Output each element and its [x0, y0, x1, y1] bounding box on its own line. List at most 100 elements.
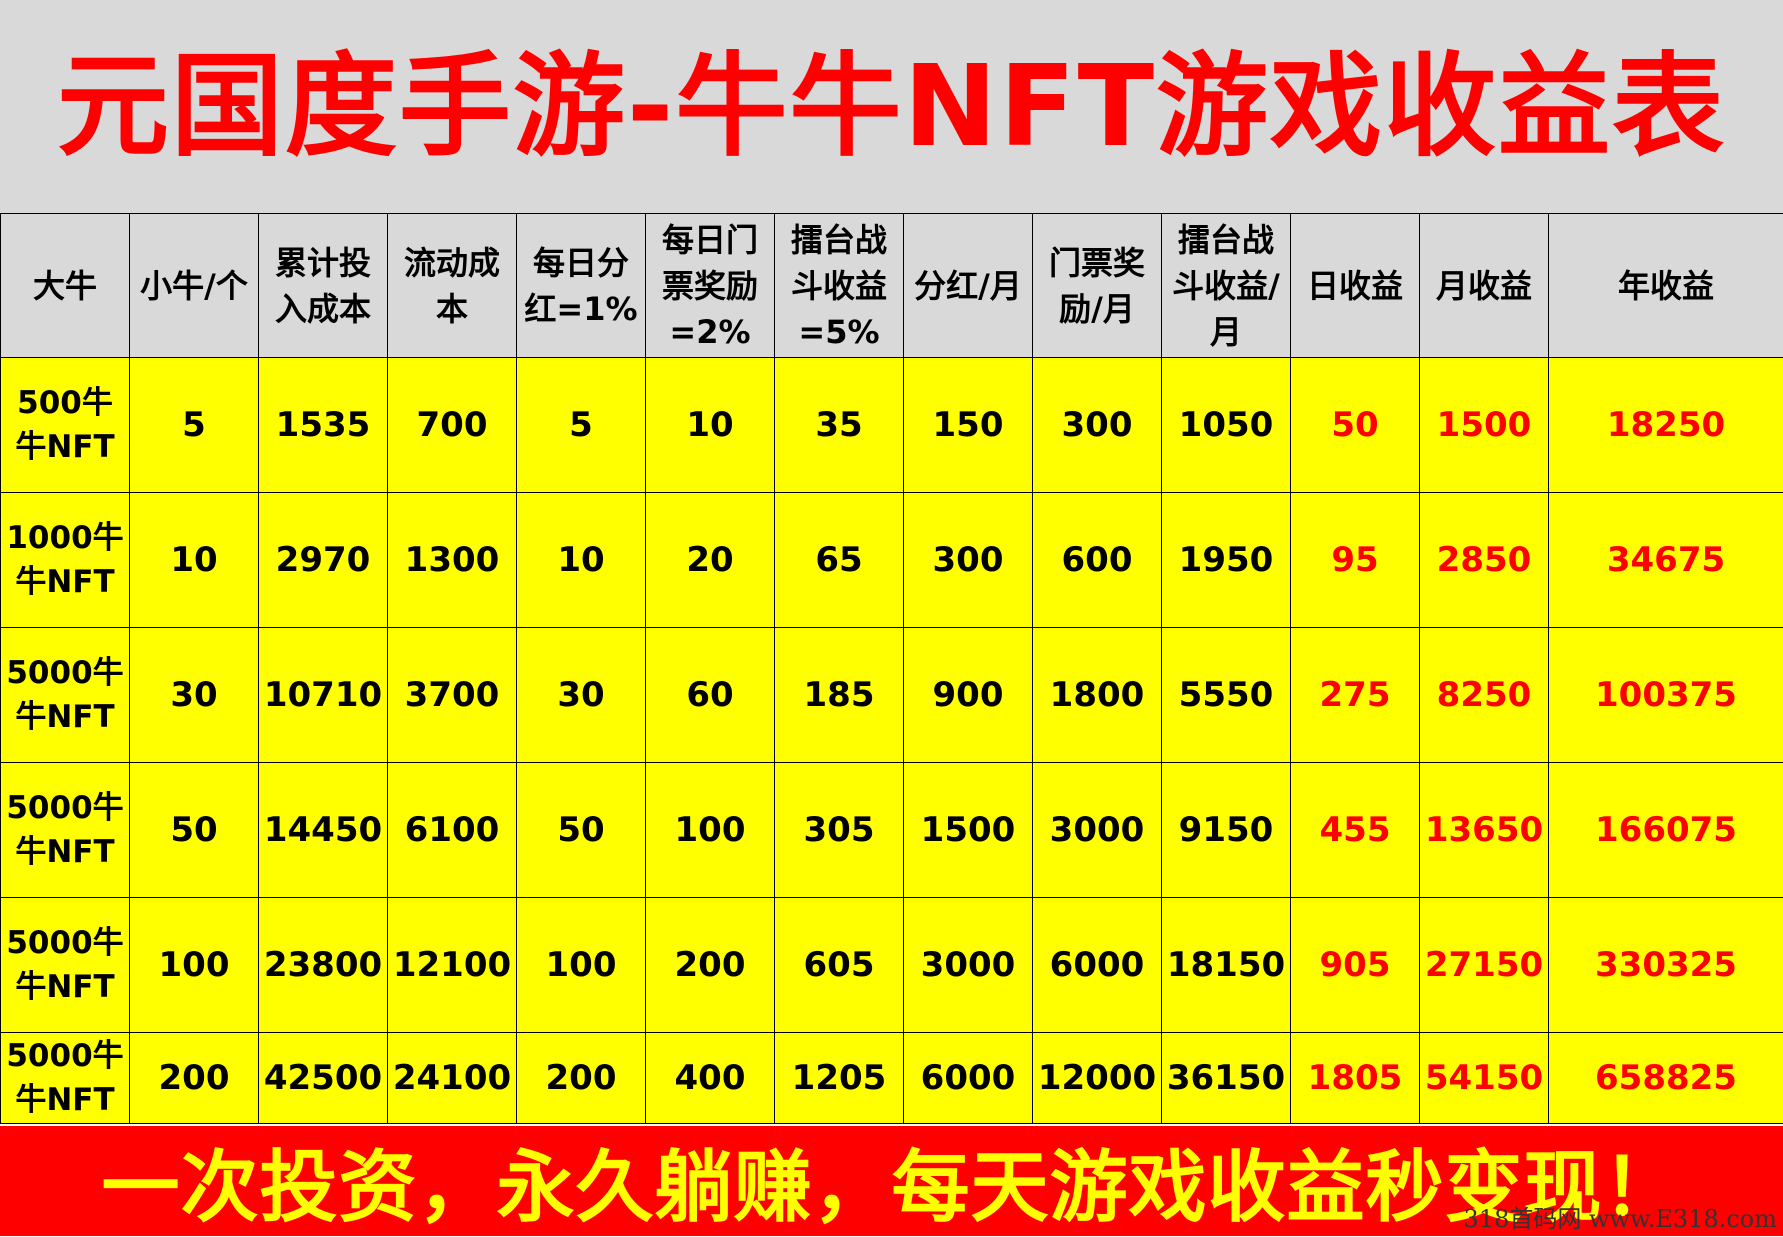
table-cell: 185	[775, 628, 904, 763]
table-cell: 5000牛牛NFT	[1, 763, 130, 898]
table-cell: 1805	[1291, 1033, 1420, 1124]
table-cell: 5550	[1162, 628, 1291, 763]
table-cell: 6100	[388, 763, 517, 898]
table-cell: 10	[130, 493, 259, 628]
table-cell: 10	[646, 358, 775, 493]
header-row: 大牛小牛/个累计投入成本流动成本每日分红=1%每日门票奖励=2%擂台战斗收益=5…	[1, 214, 1783, 358]
table-cell: 1500	[904, 763, 1033, 898]
table-cell: 200	[646, 898, 775, 1033]
table-cell: 35	[775, 358, 904, 493]
cell-line: 5000牛	[6, 655, 123, 691]
table-cell: 23800	[259, 898, 388, 1033]
cell-line: 月	[1210, 313, 1242, 351]
table-cell: 275	[1291, 628, 1420, 763]
table-cell: 10710	[259, 628, 388, 763]
column-header: 日收益	[1291, 214, 1420, 358]
cell-line: 牛NFT	[15, 429, 114, 465]
table-cell: 658825	[1549, 1033, 1783, 1124]
column-header: 分红/月	[904, 214, 1033, 358]
table-cell: 24100	[388, 1033, 517, 1124]
table-cell: 100	[517, 898, 646, 1033]
income-table: 大牛小牛/个累计投入成本流动成本每日分红=1%每日门票奖励=2%擂台战斗收益=5…	[0, 213, 1783, 1124]
cell-line: 牛NFT	[15, 834, 114, 870]
table-cell: 100	[130, 898, 259, 1033]
cell-line: 入成本	[275, 290, 371, 328]
column-header: 擂台战斗收益=5%	[775, 214, 904, 358]
cell-line: 每日分	[533, 244, 629, 282]
cell-line: 小牛/个	[140, 267, 248, 305]
table-cell: 500牛牛NFT	[1, 358, 130, 493]
cell-line: 日收益	[1307, 267, 1403, 305]
table-cell: 50	[517, 763, 646, 898]
column-header: 流动成本	[388, 214, 517, 358]
cell-line: 分红/月	[914, 267, 1022, 305]
table-cell: 166075	[1549, 763, 1783, 898]
table-cell: 18250	[1549, 358, 1783, 493]
table-cell: 200	[517, 1033, 646, 1124]
page-title: 元国度手游-牛牛NFT游戏收益表	[57, 51, 1726, 163]
cell-line: 1000牛	[6, 520, 123, 556]
cell-line: 5000牛	[6, 1038, 123, 1074]
column-header: 年收益	[1549, 214, 1783, 358]
table-cell: 12100	[388, 898, 517, 1033]
table-cell: 200	[130, 1033, 259, 1124]
table-cell: 300	[1033, 358, 1162, 493]
table-cell: 150	[904, 358, 1033, 493]
cell-line: 斗收益/	[1172, 267, 1280, 305]
table-cell: 455	[1291, 763, 1420, 898]
table-cell: 5000牛牛NFT	[1, 898, 130, 1033]
table-cell: 100	[646, 763, 775, 898]
cell-line: =2%	[669, 313, 750, 351]
watermark: 318首码网 www.E318.com	[1464, 1199, 1777, 1234]
table-cell: 2850	[1420, 493, 1549, 628]
column-header: 月收益	[1420, 214, 1549, 358]
table-cell: 6000	[1033, 898, 1162, 1033]
table-cell: 2970	[259, 493, 388, 628]
cell-line: 500牛	[17, 385, 113, 421]
table-cell: 605	[775, 898, 904, 1033]
title-banner: 元国度手游-牛牛NFT游戏收益表	[0, 0, 1783, 214]
table-cell: 30	[517, 628, 646, 763]
table-cell: 900	[904, 628, 1033, 763]
table-cell: 60	[646, 628, 775, 763]
cell-line: 红=1%	[524, 290, 637, 328]
table-cell: 1950	[1162, 493, 1291, 628]
table-cell: 5000牛牛NFT	[1, 628, 130, 763]
column-header: 大牛	[1, 214, 130, 358]
table-cell: 100375	[1549, 628, 1783, 763]
cell-line: 牛NFT	[15, 1082, 114, 1118]
cell-line: =5%	[798, 313, 879, 351]
cell-line: 累计投	[275, 244, 371, 282]
column-header: 小牛/个	[130, 214, 259, 358]
table-cell: 1205	[775, 1033, 904, 1124]
slogan-text: 一次投资，永久躺赚，每天游戏收益秒变现！	[101, 1125, 1681, 1237]
table-cell: 10	[517, 493, 646, 628]
cell-line: 票奖励	[662, 267, 758, 305]
table-cell: 300	[904, 493, 1033, 628]
table-cell: 600	[1033, 493, 1162, 628]
column-header: 擂台战斗收益/月	[1162, 214, 1291, 358]
cell-line: 牛NFT	[15, 969, 114, 1005]
cell-line: 年收益	[1618, 267, 1714, 305]
cell-line: 5000牛	[6, 790, 123, 826]
table-cell: 18150	[1162, 898, 1291, 1033]
table-cell: 400	[646, 1033, 775, 1124]
cell-line: 流动成	[404, 244, 500, 282]
column-header: 每日门票奖励=2%	[646, 214, 775, 358]
table-cell: 3000	[1033, 763, 1162, 898]
table-cell: 12000	[1033, 1033, 1162, 1124]
table-cell: 905	[1291, 898, 1420, 1033]
table-cell: 700	[388, 358, 517, 493]
table-cell: 9150	[1162, 763, 1291, 898]
table-cell: 330325	[1549, 898, 1783, 1033]
cell-line: 擂台战	[1178, 221, 1274, 259]
table-cell: 8250	[1420, 628, 1549, 763]
table-cell: 6000	[904, 1033, 1033, 1124]
table-cell: 1500	[1420, 358, 1549, 493]
